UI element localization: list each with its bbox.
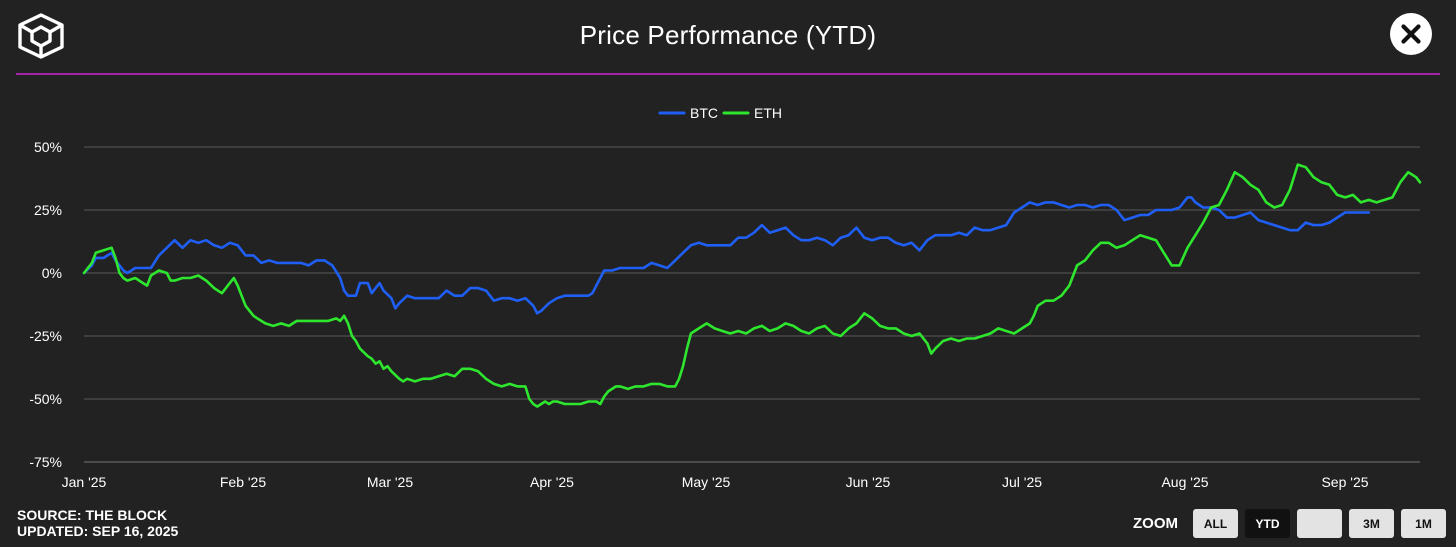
- chart-title: Price Performance (YTD): [579, 20, 877, 50]
- x-tick-label: Jul '25: [1002, 474, 1042, 490]
- zoom-controls: ZOOM ALL YTD 3M 1M: [1133, 508, 1446, 539]
- the-block-cube-logo-icon: [18, 13, 64, 59]
- y-tick-label: 25%: [34, 202, 62, 218]
- series-line-eth: [82, 163, 1422, 408]
- zoom-1m-button[interactable]: 1M: [1401, 509, 1446, 538]
- legend-label-eth: ETH: [754, 105, 782, 121]
- x-tick-label: Feb '25: [220, 474, 266, 490]
- close-button[interactable]: [1390, 13, 1432, 55]
- zoom-3m-button[interactable]: 3M: [1349, 509, 1394, 538]
- zoom-ytd-button[interactable]: YTD: [1245, 509, 1290, 538]
- x-tick-label: May '25: [682, 474, 731, 490]
- close-icon: [1401, 24, 1421, 44]
- zoom-all-button[interactable]: ALL: [1193, 509, 1238, 538]
- legend-label-btc: BTC: [690, 105, 718, 121]
- zoom-label: ZOOM: [1133, 515, 1178, 532]
- x-tick-label: Aug '25: [1161, 474, 1208, 490]
- x-tick-label: Apr '25: [530, 474, 574, 490]
- x-tick-label: Sep '25: [1321, 474, 1368, 490]
- x-tick-label: Mar '25: [367, 474, 413, 490]
- x-tick-label: Jun '25: [846, 474, 891, 490]
- y-tick-label: 0%: [42, 265, 62, 281]
- x-tick-label: Jan '25: [62, 474, 107, 490]
- price-performance-chart: 50% 25% 0% -25% -50% -75%Jan '25 Feb '25 Mar '2…: [29, 105, 1422, 490]
- zoom-6m-button[interactable]: [1297, 509, 1342, 538]
- y-tick-label: 50%: [34, 139, 62, 155]
- header-divider: [16, 73, 1440, 75]
- footer: SOURCE: THE BLOCK UPDATED: SEP 16, 2025: [17, 507, 178, 539]
- series-line-btc: [82, 196, 1371, 315]
- y-tick-label: -75%: [29, 454, 62, 470]
- updated-text: UPDATED: SEP 16, 2025: [17, 523, 179, 539]
- source-text: SOURCE: THE BLOCK: [17, 507, 168, 523]
- y-tick-label: -50%: [29, 391, 62, 407]
- y-tick-label: -25%: [29, 328, 62, 344]
